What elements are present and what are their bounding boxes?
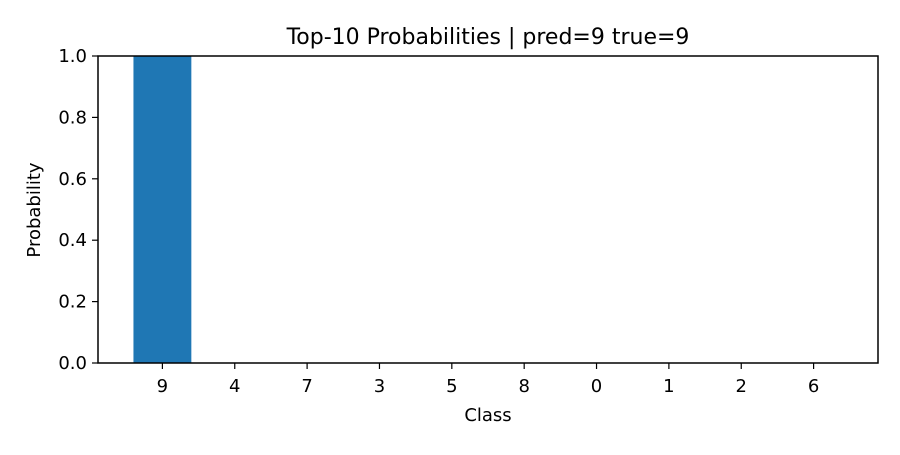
x-axis-label: Class [464,405,511,426]
x-tick-label: 4 [229,376,240,397]
ticks-layer: 9 4 7 3 5 8 0 1 2 6 0.0 0.2 0.4 0.6 0.8 1.0 [58,46,819,397]
x-tick-label: 5 [446,376,457,397]
x-tick-label: 0 [591,376,602,397]
plot-frame [97,55,879,364]
bars-layer [133,56,192,363]
x-tick-label: 7 [301,376,312,397]
y-tick-label: 0.6 [58,169,87,190]
y-tick-label: 0.0 [58,353,87,374]
chart-title: Top-10 Probabilities | pred=9 true=9 [286,25,690,50]
x-tick-label: 6 [808,376,819,397]
x-tick-label: 2 [736,376,747,397]
x-tick-label: 8 [518,376,529,397]
y-axis-label: Probability [24,162,45,257]
bar-class-9 [133,56,192,363]
y-tick-label: 0.8 [58,107,87,128]
y-tick-label: 1.0 [58,46,87,67]
x-tick-label: 1 [663,376,674,397]
y-tick-label: 0.2 [58,292,87,313]
x-tick-label: 9 [157,376,168,397]
x-tick-label: 3 [374,376,385,397]
y-tick-label: 0.4 [58,230,87,251]
